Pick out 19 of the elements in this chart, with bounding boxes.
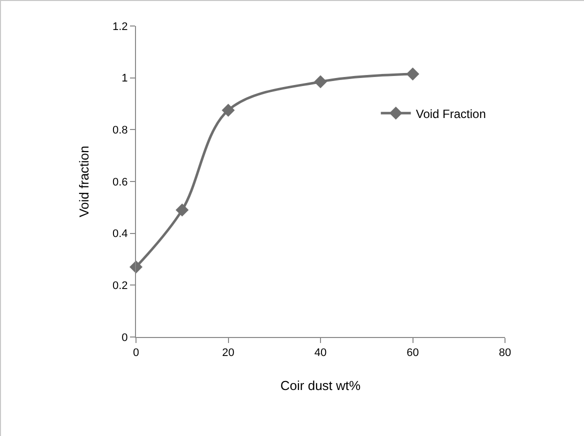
- y-tick-label: 0.4: [112, 228, 128, 240]
- point: [176, 204, 189, 217]
- point: [406, 67, 420, 80]
- x-tick-label: 60: [406, 347, 419, 360]
- y-tick-label: 0: [122, 332, 128, 344]
- y-axis-title: Void fraction: [76, 146, 92, 218]
- y-tick-label: 0.6: [112, 176, 128, 188]
- x-axis-title: Coir dust wt%: [280, 378, 362, 393]
- point: [314, 75, 327, 88]
- x-tick-label: 80: [498, 347, 512, 360]
- y-tick-label: 0.8: [112, 124, 128, 137]
- y-tick-label: 1: [122, 72, 128, 85]
- x-tick-label: 0: [132, 347, 140, 360]
- x-tick-label: 20: [222, 347, 234, 360]
- legend-label: Void Fraction: [416, 106, 486, 121]
- x-tick-label: 40: [314, 347, 327, 360]
- y-tick-label: 0.2: [112, 280, 128, 292]
- y-tick-label: 1.2: [112, 20, 128, 33]
- point: [222, 104, 235, 117]
